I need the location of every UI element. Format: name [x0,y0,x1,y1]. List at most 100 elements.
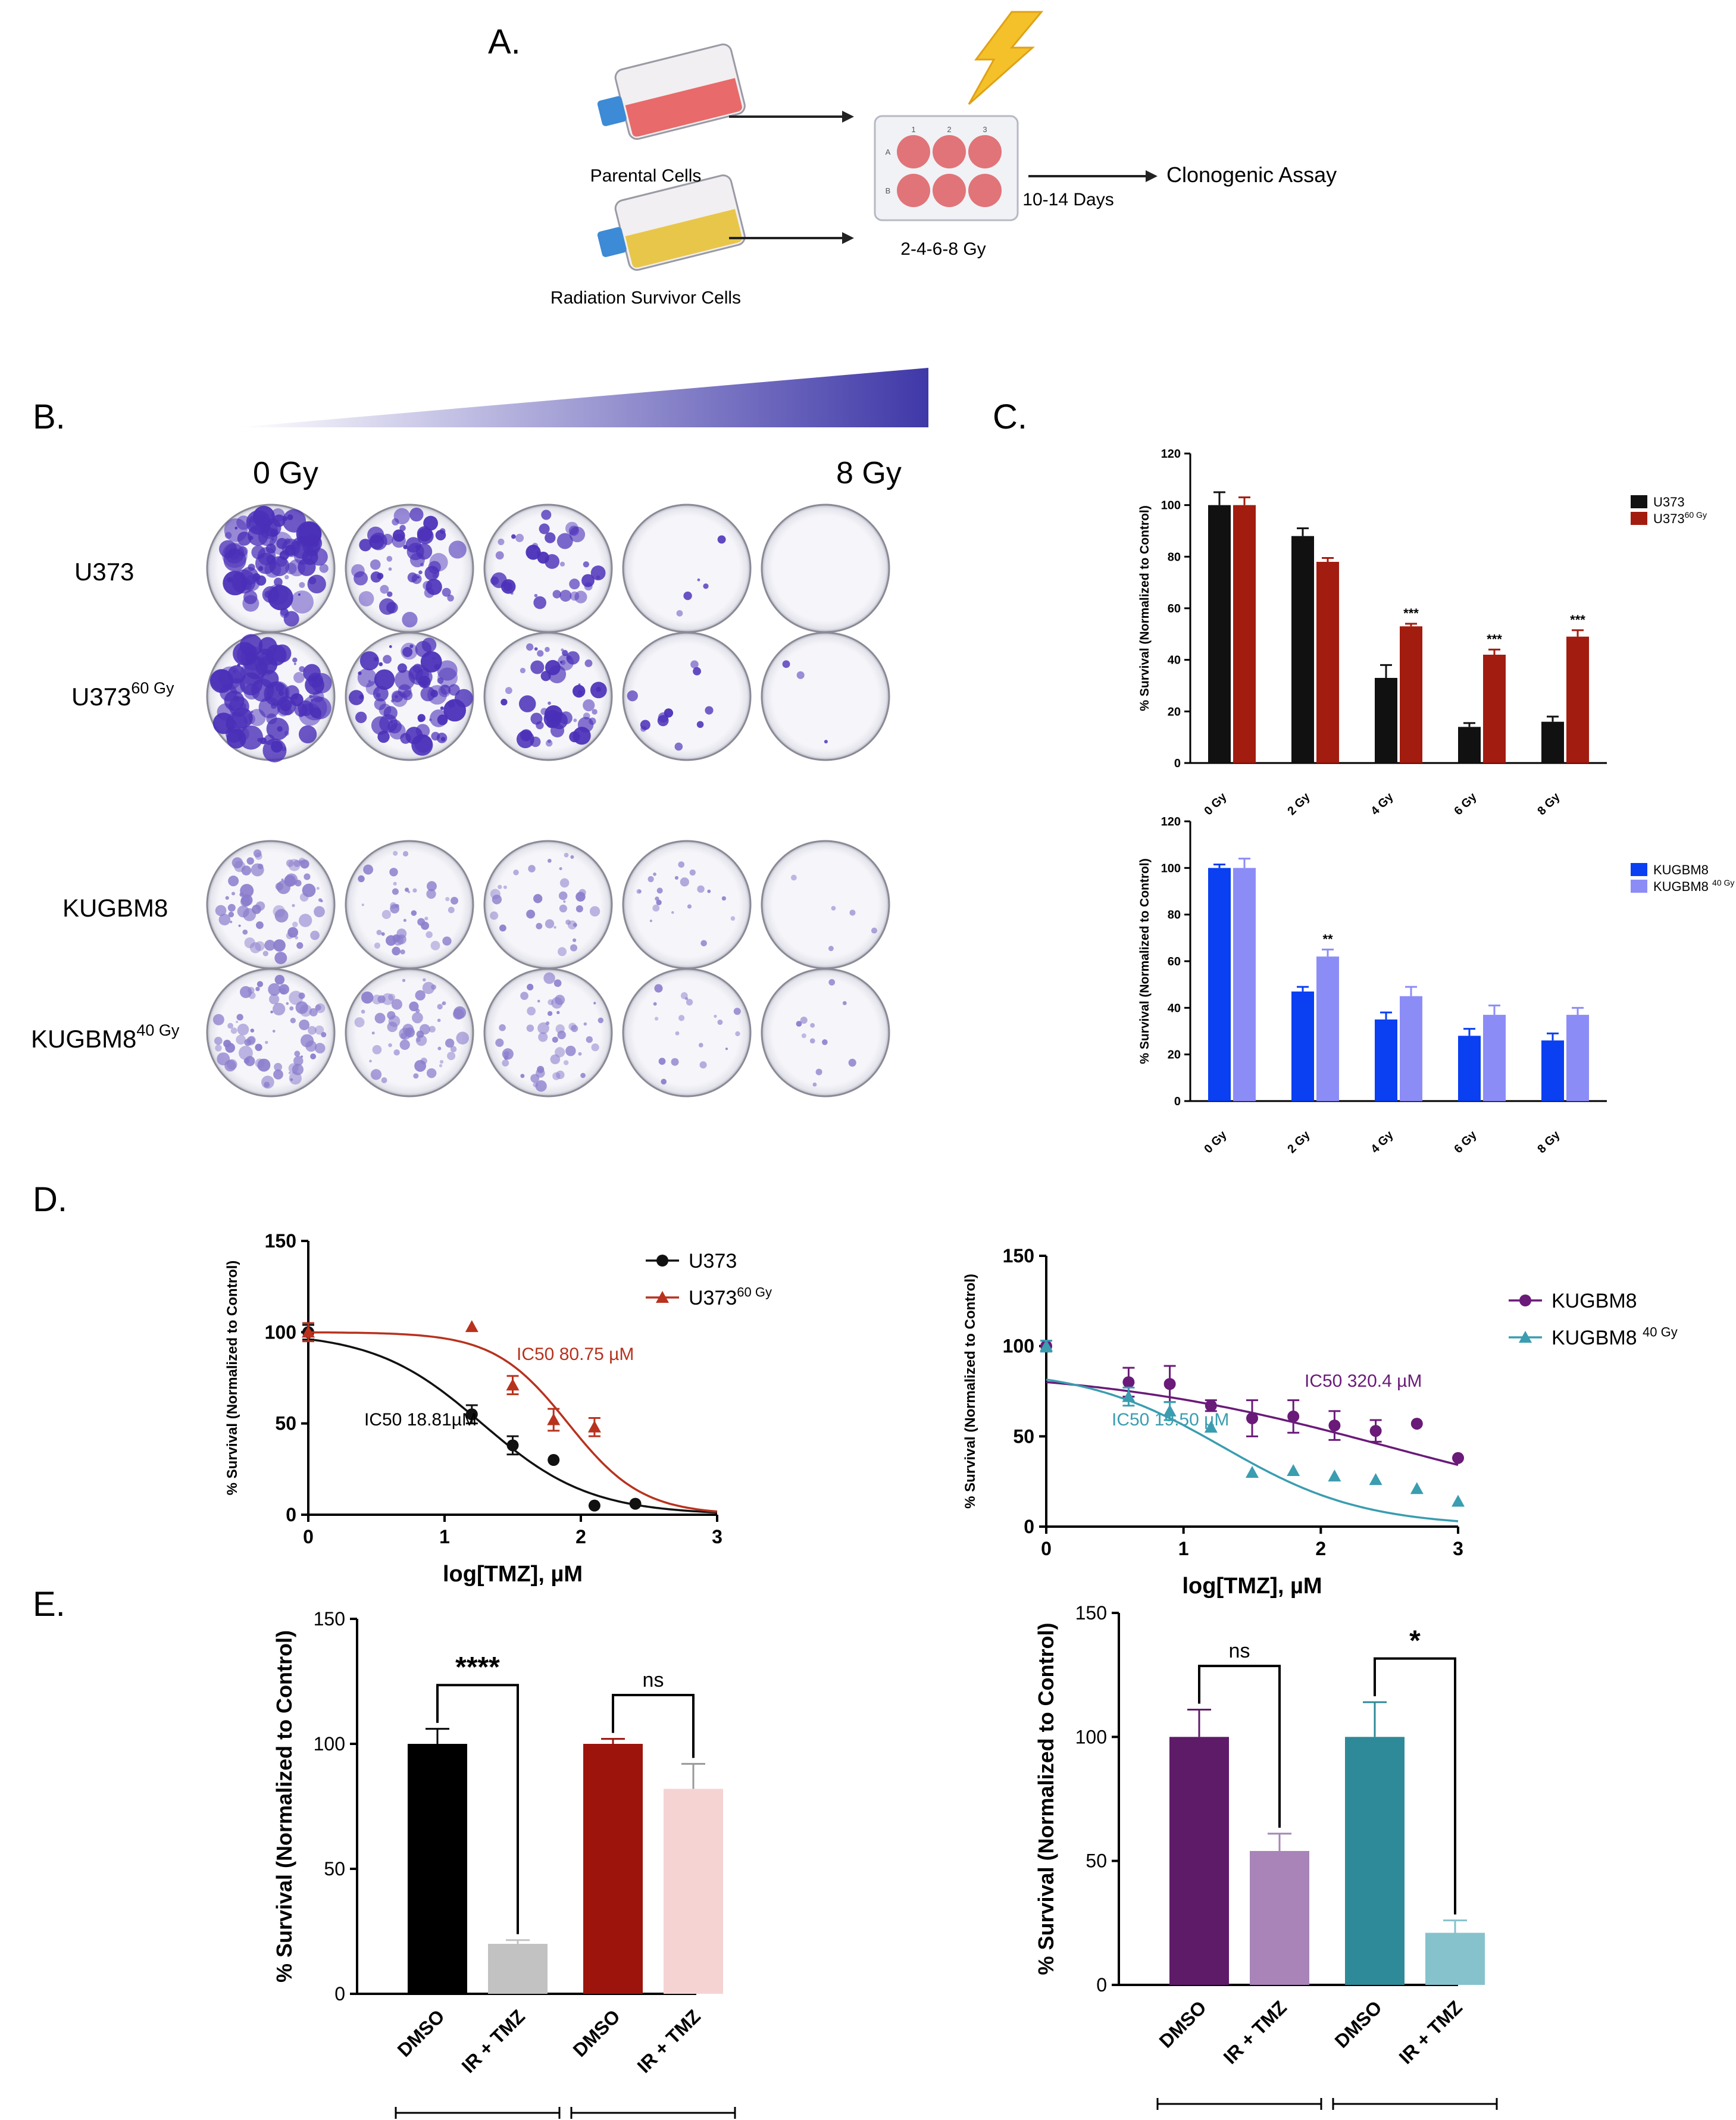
x-tick-label: 1 [1178,1538,1189,1559]
data-point [302,1325,315,1338]
colony [388,993,396,1001]
colony [505,687,512,695]
x-axis-label: log[TMZ], µM [443,1562,583,1587]
colony [445,1038,455,1048]
colony [305,1040,317,1052]
colony [255,986,260,992]
colony [513,870,519,875]
y-tick-label: 50 [324,1858,345,1880]
colony [552,1036,558,1043]
colony [553,979,562,987]
colony [293,662,296,665]
colony [442,936,452,946]
data-point [1205,1399,1217,1412]
x-tick-label: DMSO [393,2005,449,2060]
colony [420,1024,430,1035]
colony [423,978,426,982]
colony [533,894,543,903]
data-point [1163,1404,1177,1417]
colony [393,850,398,856]
colony [596,686,602,692]
colony [428,1025,436,1033]
colony [686,999,693,1006]
colony [559,878,570,888]
y-tick-label: 100 [314,1733,345,1755]
colony [575,892,586,902]
colony [274,974,285,985]
bar [1375,678,1397,763]
colony [437,677,444,684]
data-point [1246,1466,1259,1478]
colony [244,937,255,949]
colony [392,518,399,526]
colony [796,1021,802,1027]
colony [520,992,528,1000]
colony [376,930,382,936]
bar [1208,505,1231,763]
x-tick-label: DMSO [1331,1996,1386,2052]
legend-label: U37360 Gy [1653,510,1707,526]
colony [217,703,234,721]
y-axis-label: % Survival (Normalized to Control) [962,1274,978,1509]
colony [257,981,264,987]
colony [370,559,381,570]
colony [304,873,311,880]
colony [417,714,426,722]
y-tick-label: 0 [1024,1516,1034,1537]
y-tick-label: 50 [1013,1425,1034,1447]
colony [821,1039,828,1045]
colony [584,659,593,667]
colony [437,1003,443,1010]
colony [664,708,674,718]
colony [520,667,526,674]
colony [411,574,422,584]
colony [548,665,567,683]
data-point [629,1497,642,1510]
colony [379,662,383,667]
lightning-bolt-icon [968,11,1044,105]
x-tick-label: 4 Gy [1368,790,1396,818]
colony [828,946,834,952]
colony [526,909,536,919]
colony [432,573,438,579]
colony [871,927,877,934]
colony [275,683,284,692]
y-tick-label: 20 [1168,705,1181,718]
legend-label: KUGBM8 [1552,1290,1637,1312]
colony [354,1017,365,1028]
colony [316,887,320,890]
colony [717,535,726,544]
colony [558,891,568,900]
colony [636,889,642,894]
colony [388,567,392,571]
colony [389,868,398,877]
colony [730,916,736,921]
significance-bracket [1198,1665,1281,1828]
colony [520,729,533,742]
x-tick-label: DMSO [569,2005,624,2060]
colony [287,514,293,521]
well-label: A [886,148,891,157]
panel-label-a: A. [488,23,521,61]
colony [586,1036,593,1043]
colony [534,647,538,651]
colony [527,983,534,991]
colony [527,1006,536,1016]
panel-label-e: E. [33,1585,65,1624]
bar [1483,655,1506,763]
colony [395,670,415,690]
colony [270,1010,273,1014]
colony [545,919,555,928]
arrow-head-icon [842,232,854,244]
legend-label: KUGBM8 [1653,862,1709,877]
colony [298,593,301,596]
colony [231,892,236,896]
colony [583,699,595,712]
colony [700,940,707,947]
colony [676,610,683,617]
petri-dish [761,631,890,761]
colony [417,526,433,542]
colony [284,875,296,887]
colony [658,1058,666,1065]
colony [539,523,550,534]
